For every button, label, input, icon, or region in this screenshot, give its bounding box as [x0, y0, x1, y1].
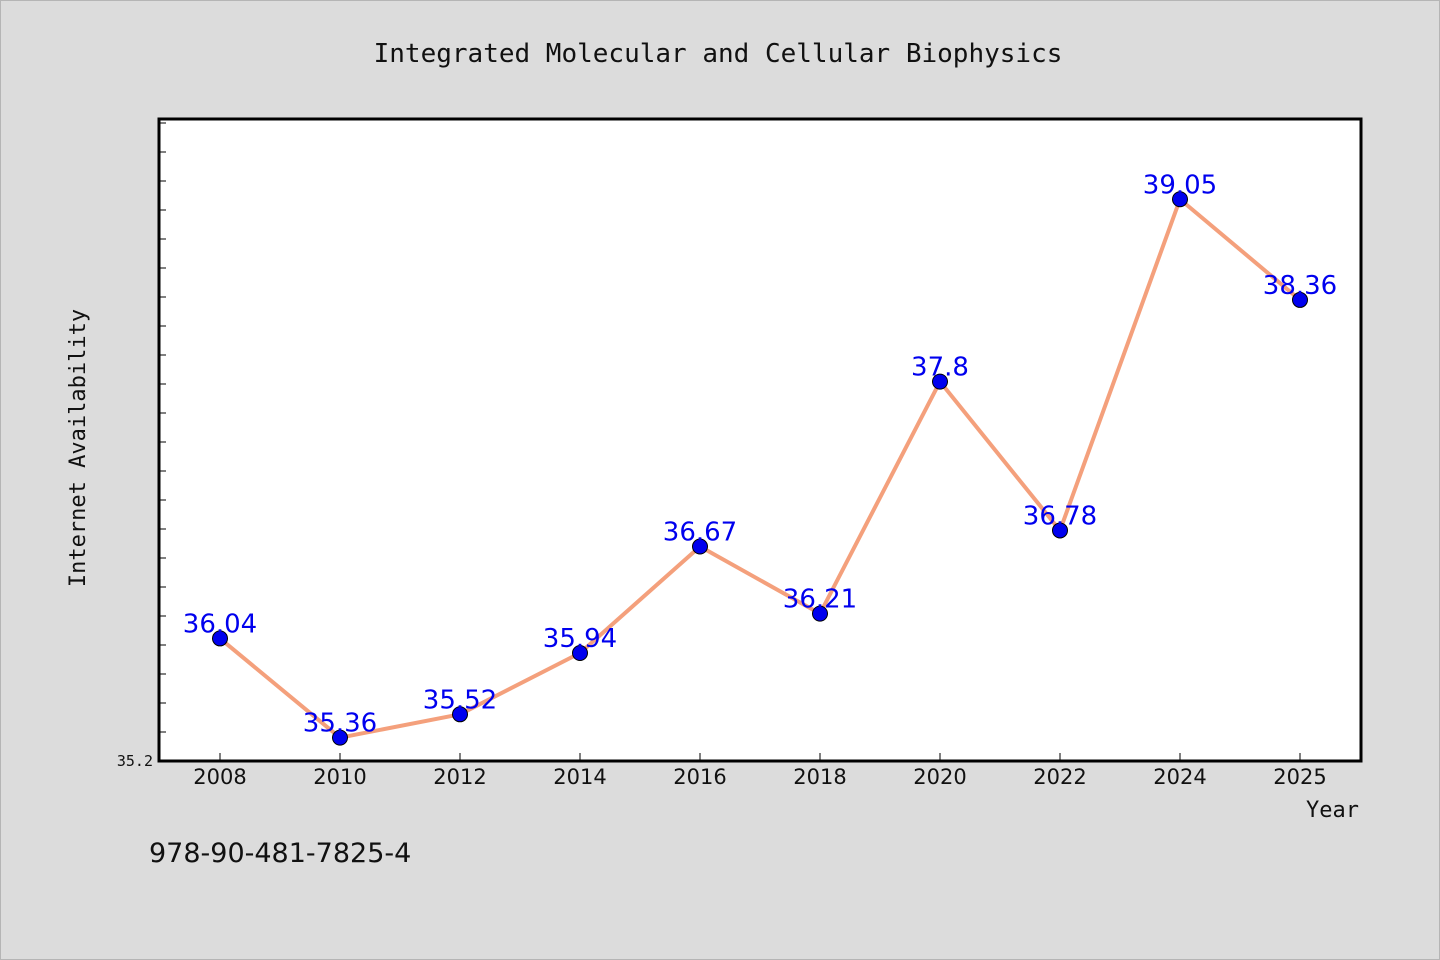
data-label: 38.36: [1263, 271, 1337, 301]
data-point: [1172, 191, 1188, 208]
data-point: [1292, 291, 1308, 308]
x-tick-label: 2016: [673, 765, 726, 789]
data-point: [212, 630, 228, 647]
data-point: [1052, 522, 1068, 539]
data-label-group: 36.04 35.36 35.52 35.94 36.67 36.21 37.8 36.78 3…: [183, 170, 1337, 738]
data-point: [812, 605, 828, 622]
x-tick-label: 2014: [553, 765, 606, 789]
data-label: 36.78: [1023, 501, 1097, 531]
series-line: [218, 197, 1302, 740]
x-tick-label: 2020: [913, 765, 966, 789]
x-tick-label: 2022: [1033, 765, 1086, 789]
x-tick-label: 2025: [1273, 765, 1326, 789]
data-point: [332, 729, 348, 746]
chart-title: Integrated Molecular and Cellular Biophy…: [374, 39, 1063, 69]
data-label: 35.94: [543, 624, 617, 654]
series-group: [212, 191, 1308, 746]
data-label: 36.21: [783, 585, 857, 615]
plot-border: [157, 117, 1363, 763]
x-tick-label: 2008: [193, 765, 246, 789]
data-label: 35.36: [303, 709, 377, 739]
data-label: 37.8: [911, 353, 969, 383]
y-tick-label: 35.2: [117, 752, 153, 770]
data-point: [452, 706, 468, 723]
y-axis-label: Internet Availability: [66, 309, 91, 587]
x-tick-label: 2010: [313, 765, 366, 789]
data-point: [932, 373, 948, 390]
data-label: 39.05: [1143, 170, 1217, 200]
data-point: [692, 538, 708, 555]
x-tick-label: 2018: [793, 765, 846, 789]
plot-area: [159, 119, 1361, 761]
data-label: 36.67: [663, 518, 737, 548]
data-label: 35.52: [423, 685, 497, 715]
isbn-text: 978-90-481-7825-4: [149, 838, 411, 869]
data-point: [572, 645, 588, 662]
x-axis-label: Year: [1306, 798, 1359, 823]
data-label: 36.04: [183, 609, 257, 639]
x-tick-labels: 2008 2010 2012 2014 2016 2018 2020 2022 2024 2025: [193, 765, 1326, 789]
x-tick-label: 2024: [1153, 765, 1206, 789]
x-tick-label: 2012: [433, 765, 486, 789]
